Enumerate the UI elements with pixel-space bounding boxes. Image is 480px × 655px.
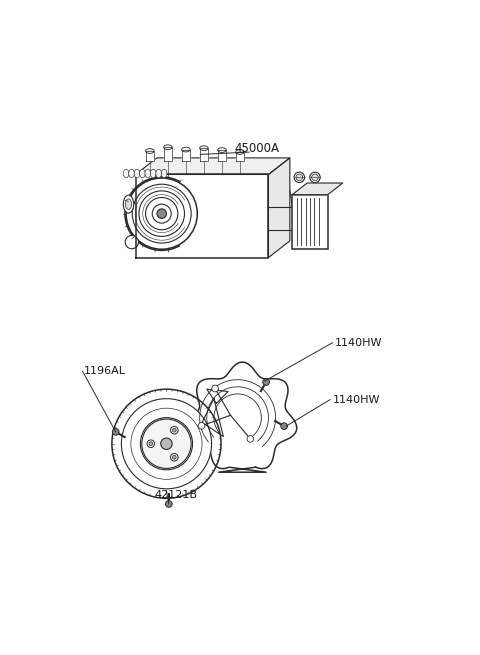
Circle shape (145, 198, 178, 230)
Circle shape (125, 235, 138, 249)
Ellipse shape (296, 174, 302, 181)
Text: 1140HW: 1140HW (335, 338, 383, 348)
Text: 1140HW: 1140HW (333, 394, 380, 405)
Circle shape (140, 418, 192, 470)
Ellipse shape (236, 149, 244, 155)
Circle shape (112, 389, 221, 498)
Ellipse shape (310, 172, 320, 183)
Circle shape (161, 438, 172, 449)
Ellipse shape (145, 149, 154, 153)
Polygon shape (164, 147, 172, 161)
Ellipse shape (156, 169, 161, 178)
Ellipse shape (181, 147, 190, 152)
Circle shape (172, 455, 176, 459)
Ellipse shape (200, 146, 208, 151)
Circle shape (157, 209, 167, 218)
Ellipse shape (134, 169, 140, 178)
Ellipse shape (145, 169, 151, 178)
Ellipse shape (218, 147, 226, 153)
Circle shape (170, 453, 178, 461)
FancyBboxPatch shape (292, 195, 328, 249)
Polygon shape (292, 183, 343, 195)
Ellipse shape (161, 169, 167, 178)
Text: 45000A: 45000A (234, 141, 279, 155)
Circle shape (121, 399, 212, 489)
Circle shape (126, 178, 197, 249)
Polygon shape (218, 150, 226, 161)
Polygon shape (136, 174, 268, 257)
Circle shape (132, 184, 191, 243)
Polygon shape (136, 158, 290, 174)
Polygon shape (200, 148, 208, 161)
Polygon shape (181, 149, 190, 161)
Circle shape (112, 428, 119, 435)
Circle shape (170, 426, 178, 434)
Polygon shape (145, 151, 154, 161)
Circle shape (147, 440, 155, 447)
Circle shape (142, 419, 191, 468)
Ellipse shape (123, 195, 134, 213)
Circle shape (212, 385, 218, 392)
Circle shape (166, 500, 172, 508)
Circle shape (263, 379, 269, 385)
Circle shape (247, 436, 253, 442)
Circle shape (198, 422, 205, 429)
Circle shape (149, 442, 153, 445)
Polygon shape (268, 158, 290, 257)
Ellipse shape (123, 169, 129, 178)
Ellipse shape (164, 145, 172, 149)
Polygon shape (188, 362, 297, 472)
Ellipse shape (125, 199, 132, 210)
Ellipse shape (129, 169, 134, 178)
Ellipse shape (150, 169, 156, 178)
Ellipse shape (140, 169, 145, 178)
Circle shape (139, 191, 184, 236)
Circle shape (172, 428, 176, 432)
Text: 42121B: 42121B (155, 489, 198, 500)
Ellipse shape (294, 172, 304, 183)
Polygon shape (236, 152, 244, 161)
Text: 1196AL: 1196AL (84, 366, 125, 376)
Ellipse shape (312, 174, 318, 181)
Circle shape (131, 408, 202, 479)
Circle shape (152, 204, 171, 223)
Circle shape (281, 423, 288, 430)
